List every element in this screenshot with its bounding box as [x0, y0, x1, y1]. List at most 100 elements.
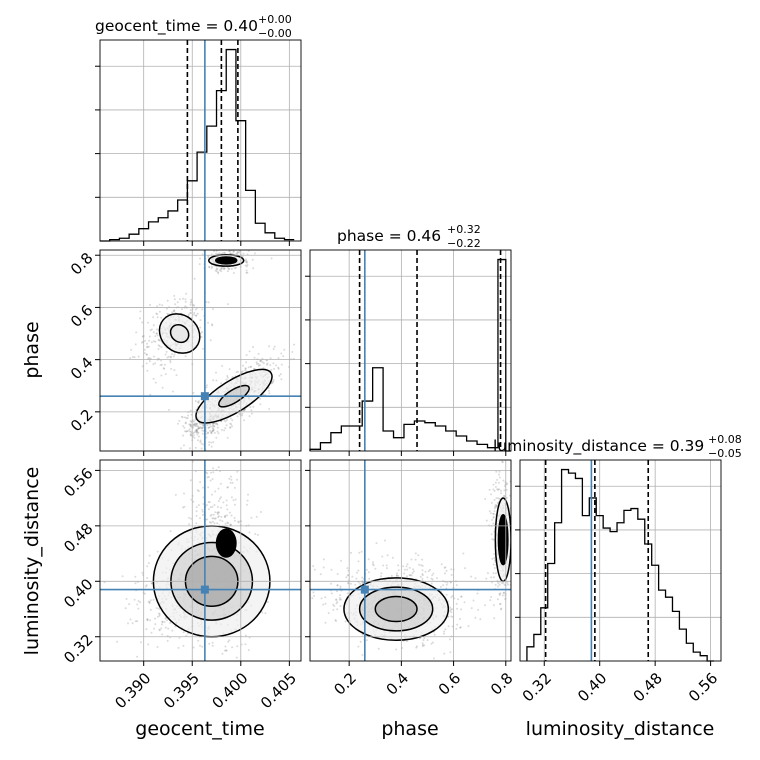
sample-point — [184, 305, 187, 308]
sample-point — [195, 422, 198, 425]
sample-point — [103, 581, 106, 584]
sample-point — [335, 598, 338, 601]
sample-point — [403, 568, 406, 571]
sample-point — [503, 591, 506, 594]
sample-point — [339, 585, 342, 588]
sample-point — [226, 508, 229, 511]
y-tick-label: 0.2 — [67, 406, 97, 436]
sample-point — [271, 382, 274, 385]
sample-point — [227, 486, 229, 489]
sample-point — [496, 478, 499, 481]
sample-point — [354, 583, 357, 586]
title-plus: +0.00 — [258, 13, 292, 26]
sample-point — [359, 640, 362, 643]
sample-point — [491, 518, 493, 521]
sample-point — [207, 426, 210, 429]
sample-point — [227, 640, 230, 643]
sample-point — [146, 346, 149, 349]
sample-point — [215, 421, 218, 424]
sample-point — [192, 423, 195, 426]
hist-bar — [624, 510, 631, 661]
sample-point — [224, 420, 227, 423]
sample-point — [190, 298, 193, 301]
sample-point — [497, 582, 500, 585]
sample-point — [422, 644, 424, 646]
sample-point — [160, 627, 163, 630]
sample-point — [426, 576, 429, 579]
title-minus: −0.05 — [708, 447, 742, 460]
sample-point — [211, 644, 214, 647]
sample-point — [497, 473, 500, 476]
sample-point — [201, 510, 204, 513]
sample-point — [497, 488, 500, 491]
sample-point — [232, 272, 235, 274]
sample-point — [143, 348, 146, 351]
sample-point — [212, 308, 214, 311]
sample-point — [182, 425, 185, 428]
sample-point — [494, 485, 497, 488]
sample-point — [307, 612, 309, 614]
sample-point — [247, 493, 249, 496]
sample-point — [167, 408, 170, 411]
sample-point — [450, 596, 453, 599]
sample-point — [235, 248, 237, 250]
y-axis-label-phase: phase — [21, 321, 43, 378]
sample-point — [349, 582, 352, 585]
sample-point — [174, 303, 177, 306]
sample-point — [447, 625, 450, 628]
sample-point — [199, 422, 202, 425]
sample-point — [492, 522, 495, 525]
sample-point — [199, 481, 202, 483]
sample-point — [194, 424, 197, 426]
sample-point — [244, 367, 247, 370]
sample-point — [233, 267, 236, 270]
sample-point — [217, 506, 219, 508]
sample-point — [149, 599, 152, 602]
sample-point — [156, 305, 159, 308]
sample-point — [212, 441, 215, 443]
hist-bar — [331, 433, 341, 451]
sample-point — [496, 502, 499, 504]
sample-point — [194, 418, 197, 421]
sample-point — [155, 312, 158, 315]
sample-point — [160, 374, 163, 377]
sample-point — [211, 517, 214, 520]
hist-bar — [178, 200, 188, 241]
sample-point — [261, 611, 264, 614]
sample-point — [506, 483, 509, 486]
sample-point — [386, 554, 389, 557]
sample-point — [422, 639, 425, 642]
sample-point — [493, 498, 496, 501]
sample-point — [164, 363, 166, 366]
sample-point — [344, 620, 347, 623]
sample-point — [493, 510, 496, 513]
sample-point — [148, 602, 151, 605]
sample-point — [273, 367, 275, 370]
sample-point — [449, 651, 452, 654]
sample-point — [277, 367, 280, 370]
sample-point — [216, 268, 219, 271]
sample-point — [266, 362, 269, 365]
sample-point — [144, 585, 147, 588]
sample-point — [241, 412, 244, 415]
sample-point — [442, 632, 445, 635]
sample-point — [223, 515, 226, 518]
sample-point — [415, 646, 418, 649]
sample-point — [408, 574, 411, 577]
sample-point — [95, 584, 97, 586]
sample-point — [149, 393, 152, 396]
sample-point — [492, 513, 495, 515]
sample-point — [449, 606, 452, 609]
sample-point — [333, 605, 336, 607]
sample-point — [229, 523, 232, 526]
sample-point — [492, 515, 495, 518]
sample-point — [217, 487, 220, 490]
sample-point — [205, 436, 208, 439]
sample-point — [158, 310, 161, 313]
sample-point — [464, 567, 467, 570]
sample-point — [161, 386, 164, 389]
sample-point — [499, 592, 502, 595]
sample-point — [491, 581, 493, 584]
sample-point — [402, 565, 405, 568]
sample-point — [148, 339, 151, 342]
